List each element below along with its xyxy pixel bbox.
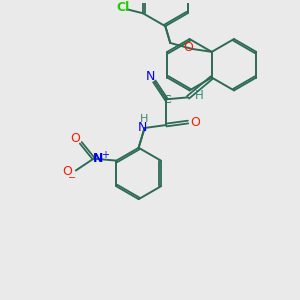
Text: Cl: Cl: [117, 1, 130, 14]
Text: H: H: [140, 114, 149, 124]
Text: −: −: [68, 173, 76, 183]
Text: N: N: [92, 152, 103, 165]
Text: H: H: [194, 89, 203, 102]
Text: O: O: [62, 165, 72, 178]
Text: +: +: [101, 150, 110, 160]
Text: O: O: [70, 132, 80, 146]
Text: N: N: [146, 70, 155, 83]
Text: N: N: [138, 122, 147, 134]
Text: C: C: [164, 95, 171, 105]
Text: O: O: [183, 41, 193, 54]
Text: O: O: [190, 116, 200, 129]
